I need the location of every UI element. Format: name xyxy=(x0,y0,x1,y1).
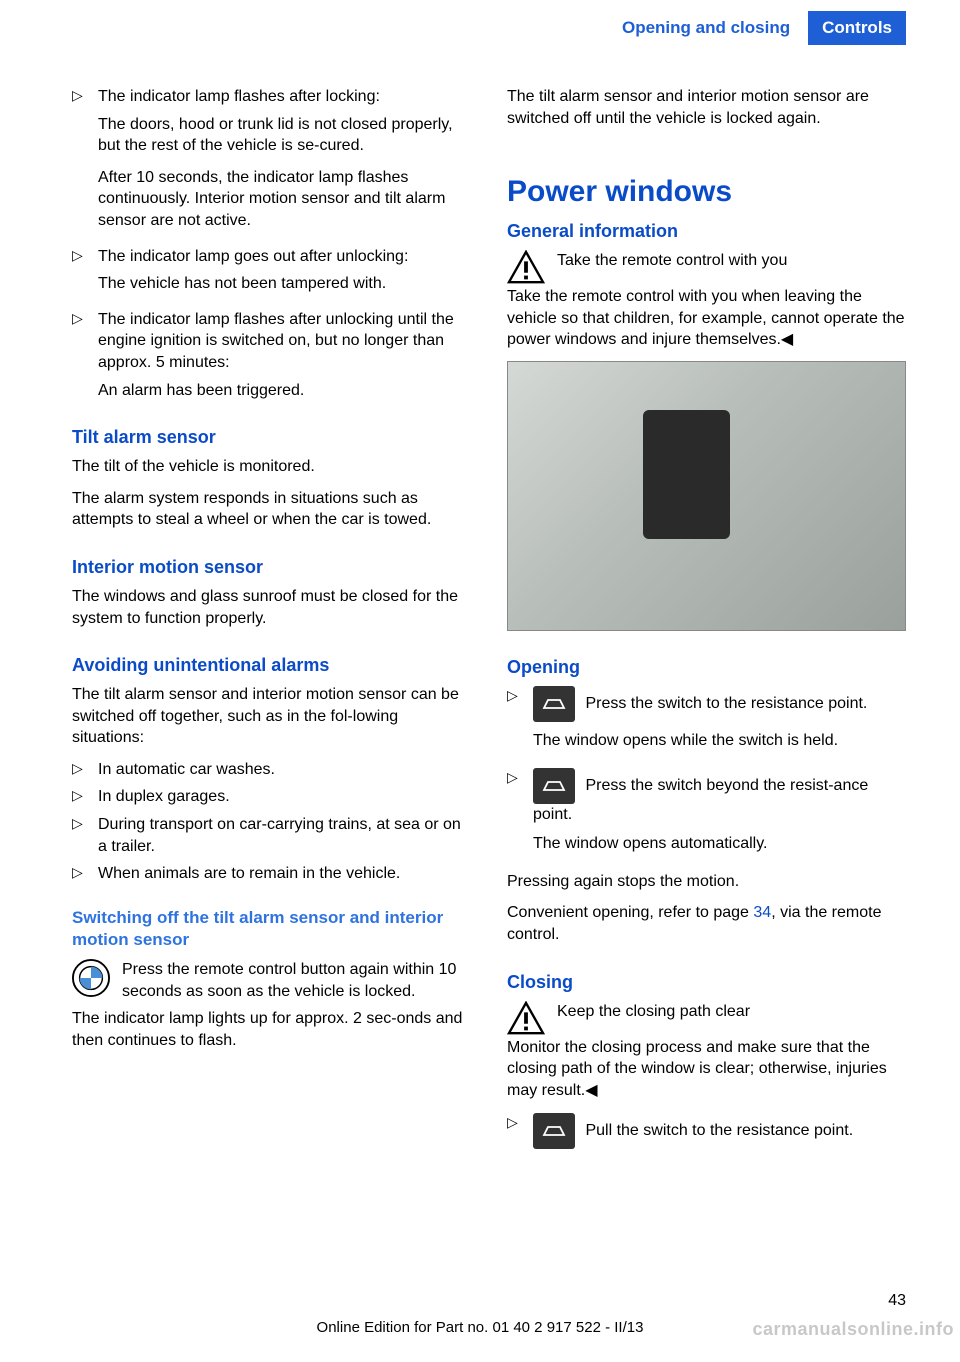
remote-instruction: Press the remote control button again wi… xyxy=(72,959,471,1008)
bullet-icon: ▷ xyxy=(507,768,521,788)
list-item: ▷ In duplex garages. xyxy=(72,786,471,808)
list-item: ▷ The indicator lamp flashes after unloc… xyxy=(72,309,471,374)
body-text: Press the remote control button again wi… xyxy=(122,959,471,1002)
heading-closing: Closing xyxy=(507,972,906,993)
body-text: After 10 seconds, the indicator lamp fla… xyxy=(98,167,471,232)
heading-switching-off: Switching off the tilt alarm sensor and … xyxy=(72,907,471,951)
heading-opening: Opening xyxy=(507,657,906,678)
body-text: Pressing again stops the motion. xyxy=(507,871,906,893)
window-switch-panel xyxy=(643,410,730,539)
page-ref-link[interactable]: 34 xyxy=(753,904,771,921)
body-text: The tilt of the vehicle is monitored. xyxy=(72,456,471,478)
bullet-content: Pull the switch to the resistance point. xyxy=(533,1113,906,1149)
body-text: The windows and glass sunroof must be cl… xyxy=(72,586,471,629)
bullet-icon: ▷ xyxy=(507,1113,521,1133)
heading-tilt-alarm: Tilt alarm sensor xyxy=(72,427,471,448)
bullet-content: Press the switch beyond the resist‐ance … xyxy=(533,768,906,865)
window-switch-icon xyxy=(533,1113,575,1149)
bullet-icon: ▷ xyxy=(72,863,86,883)
right-column: The tilt alarm sensor and interior motio… xyxy=(507,86,906,1155)
bullet-icon: ▷ xyxy=(72,246,86,266)
bullet-icon: ▷ xyxy=(72,759,86,779)
list-item: ▷ During transport on car-carrying train… xyxy=(72,814,471,857)
warning-block: Keep the closing path clear xyxy=(507,1001,906,1037)
body-text: The indicator lamp lights up for approx.… xyxy=(72,1008,471,1051)
bullet-text: In automatic car washes. xyxy=(98,759,471,781)
header-section-label: Opening and closing xyxy=(622,18,808,38)
warning-title: Keep the closing path clear xyxy=(557,1001,906,1023)
body-text: The doors, hood or trunk lid is not clos… xyxy=(98,114,471,157)
bullet-icon: ▷ xyxy=(72,814,86,834)
bullet-icon: ▷ xyxy=(72,786,86,806)
list-item: ▷ The indicator lamp flashes after locki… xyxy=(72,86,471,108)
body-text: The alarm system responds in situations … xyxy=(72,488,471,531)
body-text: The window opens automatically. xyxy=(533,833,906,855)
bullet-text: The indicator lamp flashes after unlocki… xyxy=(98,309,471,374)
header-controls-badge: Controls xyxy=(808,11,906,45)
body-text: The window opens while the switch is hel… xyxy=(533,730,906,752)
window-switch-icon xyxy=(533,686,575,722)
bullet-icon: ▷ xyxy=(507,686,521,706)
bullet-text: Press the switch beyond the resist‐ance … xyxy=(533,777,868,823)
window-switch-icon xyxy=(533,768,575,804)
bullet-text: During transport on car-carrying trains,… xyxy=(98,814,471,857)
watermark-text: carmanualsonline.info xyxy=(752,1319,954,1340)
left-column: ▷ The indicator lamp flashes after locki… xyxy=(72,86,471,1155)
page-header: Opening and closing Controls xyxy=(0,0,960,56)
list-item: ▷ When animals are to remain in the vehi… xyxy=(72,863,471,885)
page-number: 43 xyxy=(888,1292,906,1310)
bullet-content: Press the switch to the resistance point… xyxy=(533,686,906,762)
heading-general-info: General information xyxy=(507,221,906,242)
warning-triangle-icon xyxy=(507,1001,545,1037)
warning-body: Take the remote control with you when le… xyxy=(507,286,906,351)
heading-interior-motion: Interior motion sensor xyxy=(72,557,471,578)
body-text: An alarm has been triggered. xyxy=(98,380,471,402)
bmw-roundel-icon xyxy=(72,959,110,997)
warning-body: Monitor the closing process and make sur… xyxy=(507,1037,906,1102)
list-item: ▷ Pull the switch to the resistance poin… xyxy=(507,1113,906,1149)
warning-title: Take the remote control with you xyxy=(557,250,906,272)
door-panel-photo xyxy=(507,361,906,631)
heading-power-windows: Power windows xyxy=(507,175,906,209)
body-text: Convenient opening, refer to page 34, vi… xyxy=(507,902,906,945)
bullet-text: Pull the switch to the resistance point. xyxy=(581,1123,853,1140)
body-text: The vehicle has not been tampered with. xyxy=(98,273,471,295)
list-item: ▷ The indicator lamp goes out after unlo… xyxy=(72,246,471,268)
bullet-text: The indicator lamp goes out after unlock… xyxy=(98,246,471,268)
bullet-text: In duplex garages. xyxy=(98,786,471,808)
bullet-icon: ▷ xyxy=(72,86,86,106)
heading-avoiding-alarms: Avoiding unintentional alarms xyxy=(72,655,471,676)
text-fragment: Convenient opening, refer to page xyxy=(507,904,753,921)
list-item: ▷ Press the switch beyond the resist‐anc… xyxy=(507,768,906,865)
list-item: ▷ Press the switch to the resistance poi… xyxy=(507,686,906,762)
list-item: ▷ In automatic car washes. xyxy=(72,759,471,781)
body-text: The tilt alarm sensor and interior motio… xyxy=(507,86,906,129)
bullet-text: The indicator lamp flashes after locking… xyxy=(98,86,471,108)
bullet-icon: ▷ xyxy=(72,309,86,329)
bullet-text: Press the switch to the resistance point… xyxy=(581,695,867,712)
warning-triangle-icon xyxy=(507,250,545,286)
bullet-text: When animals are to remain in the vehicl… xyxy=(98,863,471,885)
page-content: ▷ The indicator lamp flashes after locki… xyxy=(0,56,960,1155)
body-text: The tilt alarm sensor and interior motio… xyxy=(72,684,471,749)
warning-block: Take the remote control with you xyxy=(507,250,906,286)
